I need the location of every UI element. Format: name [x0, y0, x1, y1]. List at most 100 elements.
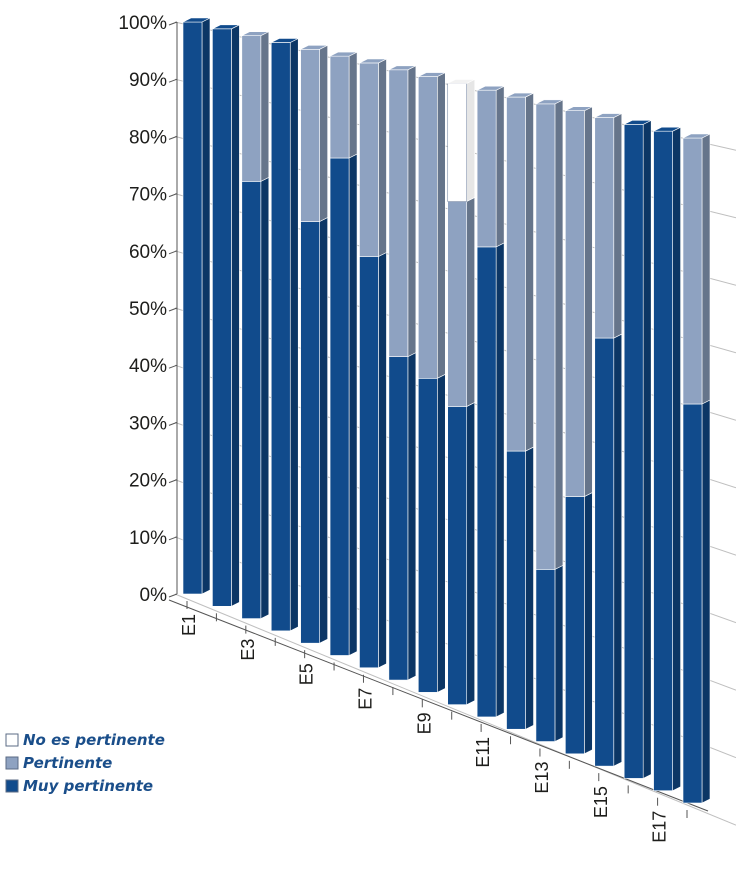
- bar-segment-muy-pertinente: [270, 42, 291, 632]
- y-axis-tick-label: 10%: [129, 528, 167, 549]
- bar-top: [565, 106, 593, 112]
- bar-segment-muy-pertinente: [506, 450, 526, 730]
- y-axis-tick-mark: [168, 250, 178, 255]
- y-axis-tick-mark: [168, 421, 178, 426]
- bar-segment-muy-pertinente: [300, 221, 320, 644]
- bar-stack: [241, 31, 270, 620]
- bar-segment-side: [407, 65, 417, 358]
- x-axis-tick-label: E5: [297, 663, 317, 685]
- x-axis-tick-label: E3: [238, 639, 258, 661]
- bar-segment-side: [260, 176, 270, 620]
- bar-stack: [682, 133, 711, 804]
- y-axis-tick-label: 50%: [129, 299, 167, 320]
- bar-segment-side: [378, 251, 387, 669]
- bar-segment-muy-pertinente: [212, 28, 232, 607]
- bar-segment-side: [378, 58, 387, 257]
- y-axis-tick-mark: [168, 536, 178, 541]
- bar-segment-pertinente: [535, 103, 556, 570]
- chart-axes: [168, 21, 709, 818]
- bar-stack: [506, 92, 534, 730]
- bar-top: [535, 99, 564, 105]
- y-axis-tick-label: 70%: [129, 185, 167, 206]
- bar-segment-muy-pertinente: [476, 246, 497, 718]
- y-axis-tick-mark: [168, 78, 178, 83]
- bar-segment-side: [525, 92, 534, 452]
- bar-segment-pertinente: [594, 117, 615, 339]
- bar-top: [241, 31, 269, 36]
- legend-swatch: [5, 756, 19, 770]
- bar-segment-side: [554, 99, 564, 570]
- bar-stack: [447, 78, 476, 706]
- x-axis-tick-label: E1: [179, 614, 199, 636]
- bar-segment-side: [319, 217, 328, 644]
- x-axis-tick-label: E11: [473, 737, 493, 768]
- x-axis-tick-label: E17: [650, 811, 670, 843]
- bar-segment-side: [495, 85, 505, 248]
- bar-segment-side: [613, 333, 623, 767]
- bar-segment-side: [319, 44, 328, 223]
- bar-segment-muy-pertinente: [182, 21, 203, 595]
- bar-segment-muy-pertinente: [623, 124, 644, 779]
- y-axis-tick-label: 20%: [129, 471, 167, 492]
- bar-top: [329, 51, 358, 57]
- bar-stack: [359, 58, 387, 669]
- y-axis-tick-mark: [168, 593, 178, 598]
- bar-stack: [388, 65, 417, 681]
- y-axis-tick-mark: [168, 21, 178, 26]
- bar-segment-side: [701, 399, 711, 804]
- bar-segment-side: [495, 242, 505, 718]
- legend-label: Pertinente: [23, 754, 112, 772]
- bar-segment-side: [231, 24, 240, 607]
- bar-segment-muy-pertinente: [535, 569, 556, 742]
- bar-top: [418, 72, 446, 77]
- bar-top: [624, 120, 652, 125]
- gridline: [174, 593, 736, 826]
- bar-stack: [594, 113, 623, 767]
- bar-stack: [212, 24, 240, 607]
- bar-segment-side: [466, 78, 476, 202]
- bar-segment-pertinente: [241, 35, 262, 182]
- y-axis-tick-mark: [168, 364, 178, 369]
- y-axis-tick-label: 100%: [118, 13, 167, 34]
- bar-segment-pertinente: [388, 69, 409, 357]
- bar-top: [594, 113, 622, 118]
- bar-segment-muy-pertinente: [682, 403, 703, 804]
- bar-segment-muy-pertinente: [241, 181, 262, 619]
- bar-segment-side: [407, 352, 417, 681]
- bar-segment-pertinente: [506, 96, 526, 452]
- bar-stack: [535, 99, 564, 743]
- bar-segment-muy-pertinente: [329, 157, 350, 656]
- bar-segment-muy-pertinente: [565, 496, 585, 755]
- bar-segment-pertinente: [359, 62, 379, 257]
- bar-segment-side: [201, 17, 211, 595]
- bar-segment-side: [613, 113, 623, 339]
- bar-segment-no-es-pertinente: [447, 83, 468, 202]
- bar-segment-pertinente: [447, 201, 468, 407]
- bar-segment-muy-pertinente: [653, 130, 673, 792]
- chart-legend: No es pertinente Pertinente Muy pertinente: [5, 731, 165, 795]
- bar-segment-muy-pertinente: [417, 378, 438, 693]
- bar-top: [271, 38, 299, 43]
- y-axis-tick-label: 60%: [129, 242, 167, 263]
- bar-segment-side: [584, 106, 593, 498]
- legend-label: Muy pertinente: [23, 777, 153, 795]
- y-axis-tick-label: 0%: [140, 585, 168, 606]
- bar-top: [388, 65, 417, 71]
- x-axis-tick-label: E9: [414, 712, 434, 734]
- chart-bars: [182, 17, 711, 804]
- y-axis-tick-mark: [168, 479, 178, 484]
- bar-segment-side: [466, 196, 476, 407]
- bar-top: [300, 44, 328, 50]
- bar-stack: [270, 37, 299, 632]
- bar-segment-pertinente: [417, 76, 438, 379]
- bar-segment-pertinente: [300, 48, 320, 222]
- bar-segment-side: [525, 446, 534, 730]
- bar-segment-side: [701, 133, 711, 405]
- bar-segment-muy-pertinente: [594, 337, 615, 767]
- legend-label: No es pertinente: [23, 731, 165, 749]
- bar-stack: [623, 119, 652, 779]
- bar-segment-pertinente: [565, 110, 585, 497]
- bar-top: [653, 126, 681, 132]
- y-axis-tick-label: 90%: [129, 70, 167, 91]
